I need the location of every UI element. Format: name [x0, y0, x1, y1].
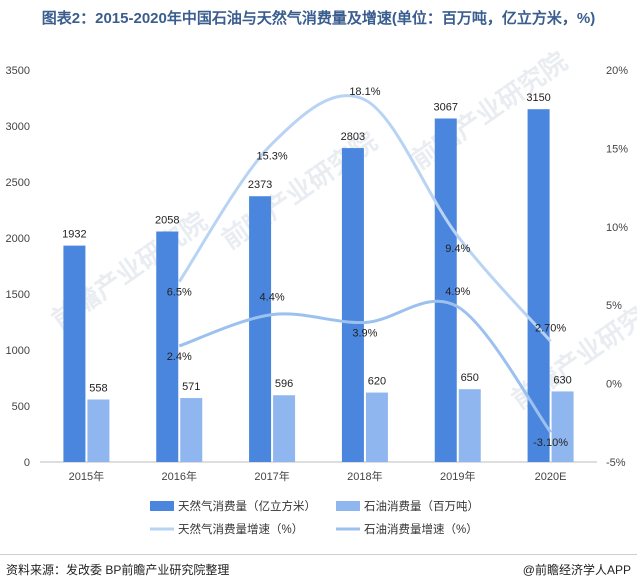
gas-growth-label: 2.70% — [535, 322, 566, 334]
oil-consumption-bar — [458, 389, 481, 462]
gas-growth-label: 6.5% — [167, 287, 192, 299]
legend-label: 天然气消费量增速（%） — [178, 522, 303, 536]
y-left-tick-label: 1000 — [6, 345, 30, 357]
gas-bar-label: 2373 — [248, 179, 272, 191]
footer-brand: @前瞻经济学人APP — [522, 563, 631, 577]
gas-consumption-bar — [156, 231, 179, 462]
oil-consumption-bar — [551, 391, 574, 462]
gas-bar-label: 2803 — [341, 131, 365, 143]
footer-source: 资料来源：发改委 BP前瞻产业研究院整理 — [6, 563, 230, 577]
oil-consumption-bar — [273, 395, 296, 462]
x-tick-label: 2017年 — [254, 469, 289, 483]
y-right-tick-label: -5% — [606, 457, 626, 469]
oil-growth-label: -3.10% — [533, 437, 568, 449]
legend-label: 石油消费量（百万吨） — [364, 499, 479, 513]
legend-label: 天然气消费量（亿立方米） — [178, 499, 316, 513]
gas-consumption-bar — [434, 118, 457, 462]
gas-bar-label: 3067 — [434, 101, 458, 113]
oil-bar-label: 620 — [368, 376, 386, 388]
y-left-tick-label: 3000 — [6, 121, 30, 133]
oil-consumption-bar — [87, 399, 110, 462]
oil-growth-line — [178, 299, 552, 434]
data-labels: 1932 558 2058 571 2373 596 2803 620 3067 650 3150 6… — [62, 86, 572, 449]
x-tick-label: 2016年 — [162, 469, 197, 483]
y-right-tick-label: 5% — [606, 300, 622, 312]
oil-bar-label: 558 — [89, 383, 107, 395]
y-left-tick-label: 2500 — [6, 177, 30, 189]
x-tick-label: 2019年 — [440, 469, 475, 483]
y-left-tick-label: 2000 — [6, 233, 30, 245]
y-left-tick-label: 1500 — [6, 289, 30, 301]
x-tick-label: 2015年 — [69, 469, 104, 483]
gas-growth-label: 15.3% — [256, 151, 287, 163]
oil-growth-label: 4.9% — [445, 286, 470, 298]
y-right-tick-label: 15% — [606, 143, 628, 155]
oil-growth-label: 4.4% — [260, 292, 285, 304]
bars — [63, 109, 574, 462]
gas-consumption-bar — [527, 109, 550, 462]
y-right-tick-label: 20% — [606, 65, 628, 77]
footer: 资料来源：发改委 BP前瞻产业研究院整理 @前瞻经济学人APP — [0, 554, 637, 583]
y-left-tick-label: 500 — [12, 401, 30, 413]
gas-consumption-bar — [249, 196, 272, 462]
gas-growth-line — [178, 94, 552, 343]
y-right-tick-label: 10% — [606, 222, 628, 234]
gas-growth-label: 9.4% — [445, 243, 470, 255]
gas-consumption-bar — [63, 245, 86, 462]
legend-swatch — [150, 501, 174, 511]
oil-growth-label: 3.9% — [352, 327, 377, 339]
oil-bar-label: 571 — [182, 381, 200, 393]
x-tick-label: 2018年 — [347, 469, 382, 483]
oil-growth-label: 2.4% — [167, 351, 192, 363]
axes: 0 500 1000 1500 2000 2500 3000 3500 -5% 0% 5% 10% 15… — [6, 65, 629, 483]
growth-lines — [178, 94, 552, 434]
gas-bar-label: 3150 — [526, 92, 550, 104]
x-tick-label: 2020E — [535, 471, 567, 483]
chart-title: 图表2：2015-2020年中国石油与天然气消费量及增速(单位：百万吨，亿立方米… — [41, 10, 596, 27]
gas-bar-label: 2058 — [155, 215, 179, 227]
oil-consumption-bar — [365, 392, 388, 462]
y-left-tick-label: 3500 — [6, 65, 30, 77]
gas-consumption-bar — [341, 148, 364, 462]
gas-growth-label: 18.1% — [349, 86, 380, 98]
y-right-tick-label: 0% — [606, 379, 622, 391]
legend-label: 石油消费量增速（%） — [364, 522, 478, 536]
y-left-tick-label: 0 — [24, 457, 30, 469]
legend: 天然气消费量（亿立方米） 石油消费量（百万吨） 天然气消费量增速（%） 石油消费量增速… — [150, 499, 479, 536]
legend-swatch — [336, 501, 360, 511]
oil-bar-label: 630 — [553, 374, 571, 386]
oil-bar-label: 596 — [275, 378, 293, 390]
oil-bar-label: 650 — [461, 372, 479, 384]
oil-consumption-bar — [180, 398, 203, 462]
gas-bar-label: 1932 — [62, 229, 86, 241]
